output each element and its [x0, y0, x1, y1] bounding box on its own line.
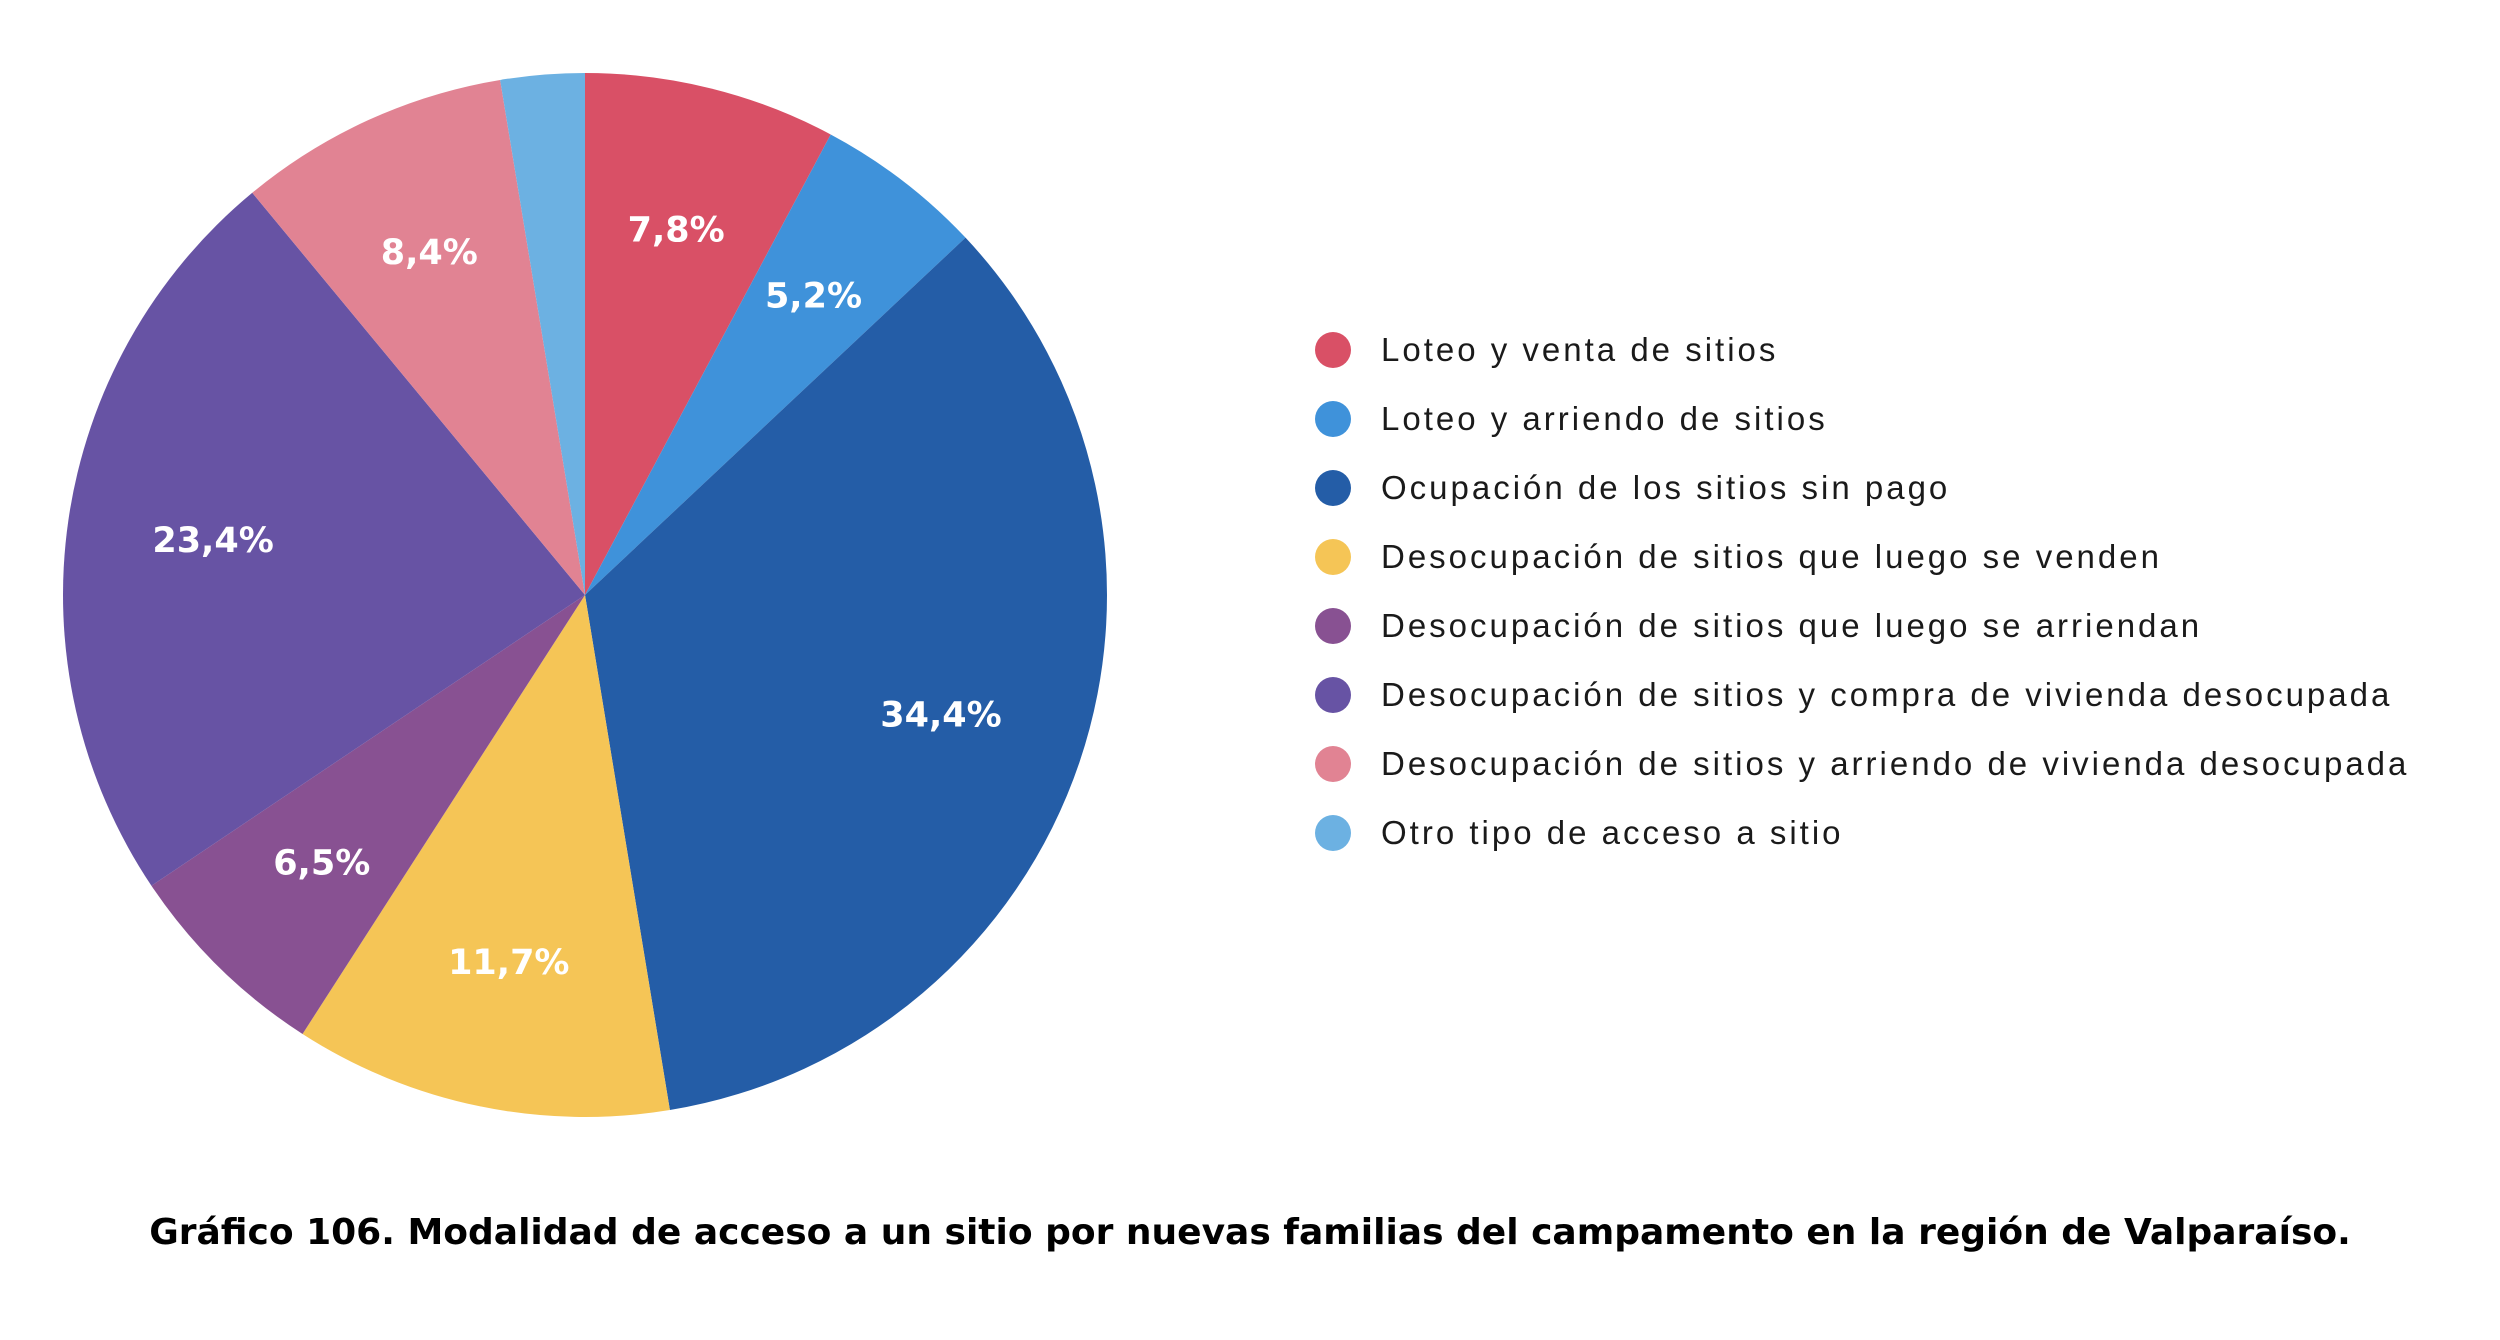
legend-item-5: Desocupación de sitios que luego se arri…: [1315, 591, 2465, 660]
legend-marker: [1315, 469, 1351, 506]
legend-item-6: Desocupación de sitios y compra de vivie…: [1315, 660, 2465, 729]
slice-value-label-1: 7,8%: [628, 210, 725, 250]
legend-marker: [1315, 676, 1351, 713]
legend-item-4: Desocupación de sitios que luego se vend…: [1315, 522, 2465, 591]
slice-value-label-7: 8,4%: [381, 233, 478, 273]
legend-marker: [1315, 400, 1351, 437]
legend-label: Desocupación de sitios que luego se arri…: [1381, 606, 2203, 644]
pie-slice-8: [500, 73, 585, 595]
legend-label: Desocupación de sitios que luego se vend…: [1381, 537, 2162, 575]
legend-label: Desocupación de sitios y arriendo de viv…: [1381, 744, 2410, 782]
legend-label: Desocupación de sitios y compra de vivie…: [1381, 675, 2393, 713]
legend-item-3: Ocupación de los sitios sin pago: [1315, 453, 2465, 522]
slice-value-label-6: 23,4%: [152, 521, 273, 561]
pie-slice-2: [585, 134, 966, 596]
slice-value-label-4: 11,7%: [448, 943, 569, 983]
legend-marker: [1315, 331, 1351, 368]
pie-slice-3: [585, 237, 1107, 1111]
legend-item-8: Otro tipo de acceso a sitio: [1315, 798, 2465, 867]
legend-marker: [1315, 538, 1351, 575]
legend-marker: [1315, 814, 1351, 851]
pie-slice-5: [151, 595, 585, 1034]
pie-slice-1: [585, 73, 831, 595]
slice-value-label-2: 5,2%: [765, 277, 862, 317]
pie-slice-4: [302, 595, 670, 1117]
legend-label: Ocupación de los sitios sin pago: [1381, 468, 1951, 506]
legend-item-2: Loteo y arriendo de sitios: [1315, 384, 2465, 453]
legend-marker: [1315, 745, 1351, 782]
pie-slice-6: [62, 192, 585, 886]
legend-marker: [1315, 607, 1351, 644]
legend-label: Loteo y venta de sitios: [1381, 330, 1779, 368]
legend-label: Loteo y arriendo de sitios: [1381, 399, 1828, 437]
chart-legend: Loteo y venta de sitios Loteo y arriendo …: [1315, 315, 2465, 867]
pie-slice-7: [252, 79, 585, 595]
slice-value-label-3: 34,4%: [880, 696, 1001, 736]
slice-value-label-5: 6,5%: [273, 843, 370, 883]
pie-data-labels: 7,8% 5,2% 34,4% 11,7% 6,5% 23,4% 8,4%: [152, 210, 1001, 983]
figure-caption: Gráfico 106. Modalidad de acceso a un si…: [149, 1212, 2351, 1253]
pie-slices: [62, 73, 1107, 1117]
legend-item-1: Loteo y venta de sitios: [1315, 315, 2465, 384]
legend-label: Otro tipo de acceso a sitio: [1381, 813, 1844, 851]
legend-item-7: Desocupación de sitios y arriendo de viv…: [1315, 729, 2465, 798]
